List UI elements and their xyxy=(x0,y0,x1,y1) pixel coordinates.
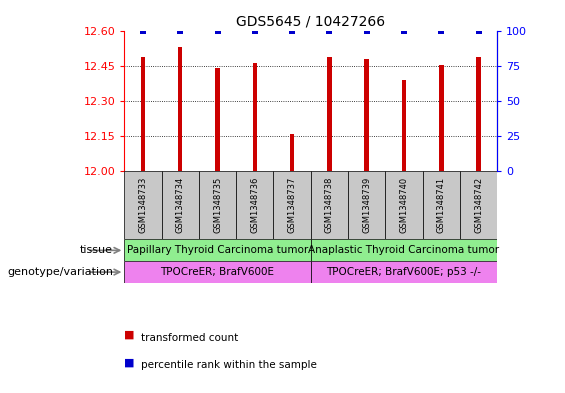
Text: TPOCreER; BrafV600E: TPOCreER; BrafV600E xyxy=(160,267,275,277)
Text: TPOCreER; BrafV600E; p53 -/-: TPOCreER; BrafV600E; p53 -/- xyxy=(327,267,481,277)
Text: Papillary Thyroid Carcinoma tumor: Papillary Thyroid Carcinoma tumor xyxy=(127,245,308,255)
Bar xyxy=(439,65,444,171)
Bar xyxy=(385,171,423,239)
Bar xyxy=(311,239,497,261)
Text: ■: ■ xyxy=(124,358,138,367)
Text: genotype/variation: genotype/variation xyxy=(7,267,113,277)
Bar xyxy=(364,59,369,171)
Text: GSM1348741: GSM1348741 xyxy=(437,176,446,233)
Bar xyxy=(124,171,162,239)
Bar xyxy=(273,171,311,239)
Bar xyxy=(124,261,311,283)
Bar xyxy=(236,171,273,239)
Point xyxy=(474,28,483,35)
Text: GSM1348738: GSM1348738 xyxy=(325,176,334,233)
Bar xyxy=(141,57,145,171)
Point xyxy=(138,28,147,35)
Text: percentile rank within the sample: percentile rank within the sample xyxy=(141,360,317,371)
Bar xyxy=(348,171,385,239)
Title: GDS5645 / 10427266: GDS5645 / 10427266 xyxy=(236,15,385,29)
Point xyxy=(362,28,371,35)
Point xyxy=(176,28,185,35)
Bar xyxy=(124,239,311,261)
Bar xyxy=(311,171,348,239)
Text: GSM1348740: GSM1348740 xyxy=(399,176,408,233)
Point xyxy=(250,28,259,35)
Text: GSM1348736: GSM1348736 xyxy=(250,176,259,233)
Point xyxy=(399,28,408,35)
Bar xyxy=(178,47,182,171)
Point xyxy=(213,28,222,35)
Bar xyxy=(460,171,497,239)
Text: GSM1348735: GSM1348735 xyxy=(213,176,222,233)
Point xyxy=(437,28,446,35)
Text: GSM1348739: GSM1348739 xyxy=(362,176,371,233)
Text: tissue: tissue xyxy=(80,245,113,255)
Text: GSM1348737: GSM1348737 xyxy=(288,176,297,233)
Bar xyxy=(199,171,236,239)
Text: transformed count: transformed count xyxy=(141,333,238,343)
Text: ■: ■ xyxy=(124,330,138,340)
Text: GSM1348733: GSM1348733 xyxy=(138,176,147,233)
Bar xyxy=(402,80,406,171)
Bar xyxy=(311,261,497,283)
Text: GSM1348734: GSM1348734 xyxy=(176,176,185,233)
Bar xyxy=(253,63,257,171)
Bar xyxy=(476,57,481,171)
Bar xyxy=(423,171,460,239)
Bar xyxy=(327,57,332,171)
Bar xyxy=(162,171,199,239)
Point xyxy=(288,28,297,35)
Bar xyxy=(290,134,294,171)
Text: Anaplastic Thyroid Carcinoma tumor: Anaplastic Thyroid Carcinoma tumor xyxy=(308,245,499,255)
Text: GSM1348742: GSM1348742 xyxy=(474,176,483,233)
Bar xyxy=(215,68,220,171)
Point xyxy=(325,28,334,35)
